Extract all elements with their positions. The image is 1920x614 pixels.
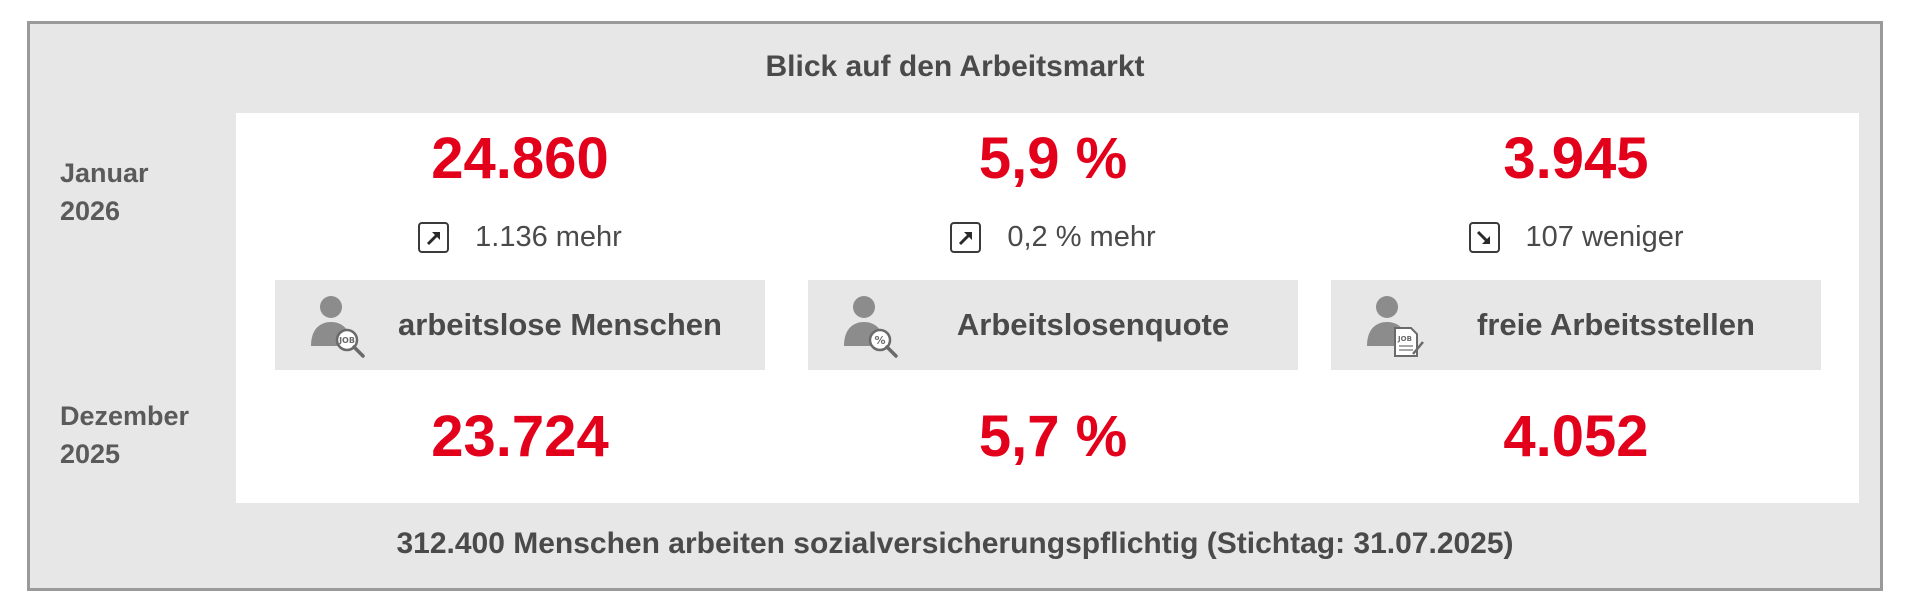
arrow-down-right-icon: [1468, 222, 1500, 253]
change-row: 1.136 mehr: [275, 221, 765, 254]
change-text: 0,2 % mehr: [1007, 221, 1156, 253]
indicator-unemployed: 24.860 1.136 mehr JOB arb: [275, 113, 765, 503]
person-percent-search-icon: %: [844, 296, 898, 358]
indicator-label: Arbeitslosenquote: [956, 307, 1230, 342]
current-period-year: 2026: [60, 196, 121, 226]
current-value: 3.945: [1503, 126, 1649, 191]
change-row: 0,2 % mehr: [808, 221, 1298, 254]
indicator-panel: 24.860 1.136 mehr JOB arb: [236, 113, 1859, 503]
indicator-label-box: JOB arbeitslose Menschen: [275, 280, 765, 370]
indicator-label-box: % Arbeitslosenquote: [808, 280, 1298, 370]
svg-text:JOB: JOB: [1397, 335, 1412, 343]
current-period-label: Januar 2026: [60, 154, 149, 230]
current-period-month: Januar: [60, 158, 149, 188]
arrow-up-right-icon: [950, 222, 982, 253]
indicator-label: arbeitslose Menschen: [398, 307, 722, 342]
change-text: 1.136 mehr: [475, 221, 622, 253]
change-row: 107 weniger: [1331, 221, 1821, 254]
person-job-document-icon: JOB: [1367, 296, 1424, 357]
employment-footer: 312.400 Menschen arbeiten sozialversiche…: [396, 527, 1514, 560]
change-text: 107 weniger: [1525, 221, 1684, 253]
previous-value: 23.724: [431, 404, 609, 469]
labor-market-card: Blick auf den Arbeitsmarkt Januar 2026 D…: [27, 21, 1883, 591]
indicator-unemployment-rate: 5,9 % 0,2 % mehr % Arbeit: [808, 113, 1298, 503]
previous-value: 4.052: [1503, 404, 1649, 469]
current-value: 24.860: [431, 126, 609, 191]
person-job-search-icon: JOB: [311, 296, 365, 358]
current-value: 5,9 %: [978, 126, 1128, 191]
previous-period-month: Dezember: [60, 401, 190, 431]
indicator-vacancies: 3.945 107 weniger JOB: [1331, 113, 1821, 503]
svg-text:%: %: [874, 334, 885, 347]
previous-value: 5,7 %: [978, 404, 1128, 469]
arrow-up-right-icon: [418, 222, 450, 253]
indicator-label-box: JOB freie Arbeitsstellen: [1331, 280, 1821, 370]
previous-period-year: 2025: [60, 439, 121, 469]
previous-period-label: Dezember 2025: [60, 397, 189, 473]
svg-text:JOB: JOB: [338, 336, 355, 345]
indicator-label: freie Arbeitsstellen: [1477, 307, 1755, 342]
card-title: Blick auf den Arbeitsmarkt: [765, 50, 1145, 83]
